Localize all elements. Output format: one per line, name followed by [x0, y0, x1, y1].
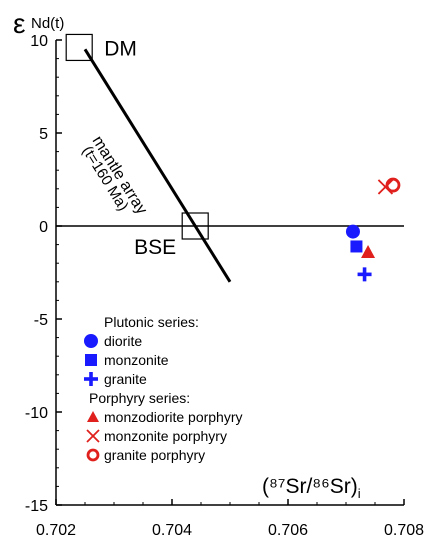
legend-marker-monzodiorite-porphyry — [87, 411, 99, 422]
legend-label: granite porphyry — [104, 447, 205, 463]
y-tick-label: 10 — [30, 33, 48, 50]
y-tick-label: 0 — [39, 219, 48, 236]
legend-group-title: Plutonic series: — [104, 314, 199, 330]
y-tick-label: -15 — [25, 498, 48, 515]
legend-label: monzonite porphyry — [104, 428, 227, 444]
reference-box — [65, 33, 93, 62]
legend-label: granite — [104, 371, 147, 387]
x-tick-label: 0.708 — [384, 522, 424, 539]
reference-label: BSE — [134, 236, 176, 259]
reference-box — [181, 212, 209, 240]
y-tick-label: -5 — [34, 312, 48, 329]
data-point-granite — [357, 267, 372, 282]
legend-label: diorite — [104, 333, 142, 349]
data-point-diorite — [345, 224, 360, 239]
y-axis-label-epsilon: ε — [13, 8, 25, 39]
legend-marker-monzonite-porphyry — [86, 429, 100, 443]
y-tick-label: -10 — [25, 405, 48, 422]
legend: Plutonic series: diorite monzonite granite P… — [84, 314, 243, 463]
data-point-monzonite — [350, 240, 363, 253]
reference-label: DM — [104, 37, 137, 60]
legend-label: monzodiorite porphyry — [104, 409, 243, 425]
tick-labels: 10 5 0 -5 -10 -15 0.702 0.704 0.706 0.708 — [25, 33, 424, 539]
data-point-monzodiorite-porphyry — [361, 245, 376, 259]
x-tick-label: 0.704 — [152, 522, 192, 539]
x-axis-label: (⁸⁷Sr/⁸⁶Sr)i — [262, 475, 361, 501]
y-axis-label-subscript: Nd(t) — [31, 15, 64, 32]
data-points — [345, 177, 401, 282]
legend-marker-granite — [84, 372, 98, 386]
legend-marker-monzonite — [85, 354, 97, 366]
x-axis-label-main: (⁸⁷Sr/⁸⁶Sr) — [262, 475, 358, 498]
legend-marker-granite-porphyry — [86, 448, 100, 462]
legend-group-title: Porphyry series: — [89, 390, 190, 406]
legend-label: monzonite — [104, 352, 169, 368]
x-tick-label: 0.702 — [36, 522, 76, 539]
x-tick-label: 0.706 — [268, 522, 308, 539]
legend-marker-diorite — [84, 334, 98, 348]
mantle-array-line — [83, 48, 232, 283]
y-tick-label: 5 — [39, 126, 48, 143]
data-point-granite-porphyry — [385, 177, 401, 193]
reference-points: DM BSE — [65, 33, 209, 259]
x-axis-label-subscript: i — [358, 486, 361, 501]
